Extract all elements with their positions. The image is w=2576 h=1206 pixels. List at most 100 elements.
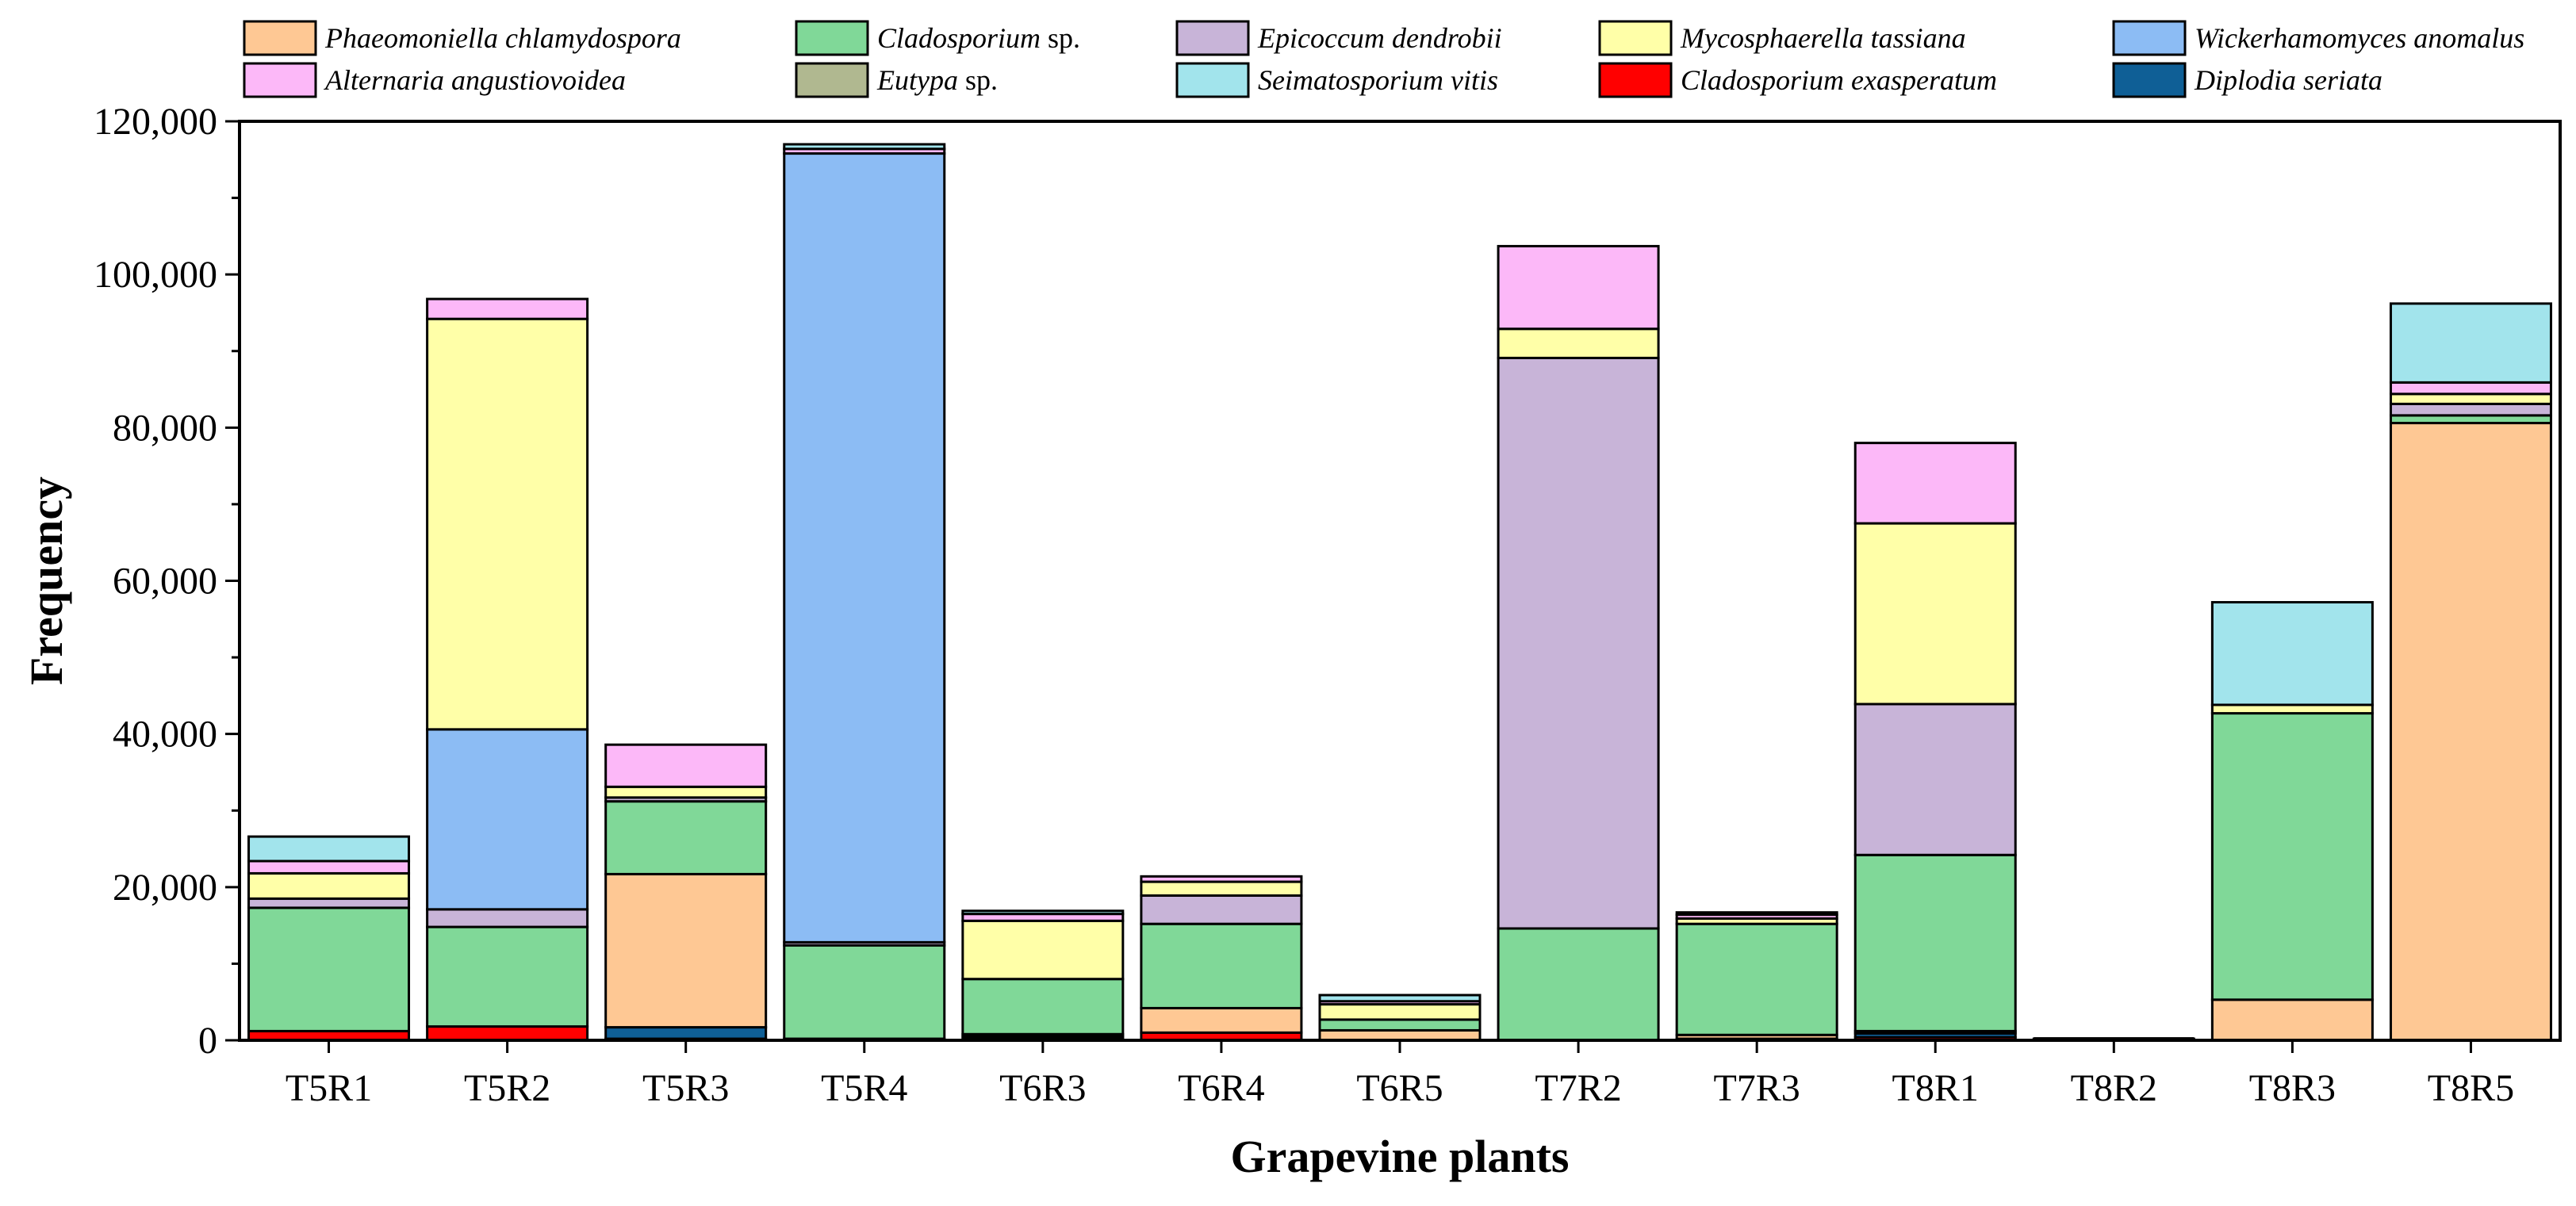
x-axis-title: Grapevine plants xyxy=(1231,1131,1570,1182)
x-tick-label-t5r1: T5R1 xyxy=(286,1067,372,1109)
legend-swatch-cladosporium-sp xyxy=(795,20,869,56)
bar-t5r2-alternaria-angustiovoidea xyxy=(426,297,589,320)
legend-item-alternaria-angustiovoidea: Alternaria angustiovoidea xyxy=(243,62,626,98)
bar-t6r4-epicoccum-dendrobii xyxy=(1140,894,1303,925)
legend: Phaeomoniella chlamydospora Cladosporium … xyxy=(243,20,2524,98)
x-tick-label-t6r5: T6R5 xyxy=(1356,1067,1443,1109)
bar-t8r1-alternaria-angustiovoidea xyxy=(1853,442,2017,525)
x-tick-label-t6r4: T6R4 xyxy=(1178,1067,1264,1109)
y-tick-label: 120,000 xyxy=(94,101,217,143)
bar-t8r1-mycosphaerella-tassiana xyxy=(1853,522,2017,706)
legend-label-mycosphaerella-tassiana: Mycosphaerella tassiana xyxy=(1680,22,1966,54)
bar-t5r1-cladosporium-sp xyxy=(247,906,411,1032)
legend-item-diplodia-seriata: Diplodia seriata xyxy=(2112,62,2382,98)
legend-label-diplodia-seriata: Diplodia seriata xyxy=(2194,64,2382,96)
legend-swatch-seimatosporium-vitis xyxy=(1175,62,1250,98)
bar-t7r2-epicoccum-dendrobii xyxy=(1497,356,1660,930)
bar-t5r2-cladosporium-sp xyxy=(426,925,589,1028)
legend-label-alternaria-angustiovoidea: Alternaria angustiovoidea xyxy=(324,64,626,96)
legend-swatch-mycosphaerella-tassiana xyxy=(1598,20,1673,56)
bar-baseline-t8r2 xyxy=(2034,1037,2195,1039)
x-tick-label-t5r3: T5R3 xyxy=(642,1067,729,1109)
bar-t6r4-alternaria-angustiovoidea xyxy=(1140,875,1303,883)
y-tick-label: 40,000 xyxy=(113,714,217,756)
bar-t6r4-phaeomoniella-chlamydospora xyxy=(1140,1006,1303,1034)
bar-t5r2-cladosporium-exasperatum xyxy=(426,1025,589,1042)
bar-t6r3-mycosphaerella-tassiana xyxy=(961,919,1125,981)
bar-t6r4-mycosphaerella-tassiana xyxy=(1140,880,1303,897)
bar-t6r3-cladosporium-sp xyxy=(961,978,1125,1036)
legend-item-wickerhamomyces-anomalus: Wickerhamomyces anomalus xyxy=(2112,20,2524,56)
x-tick-label-t8r1: T8R1 xyxy=(1892,1067,1979,1109)
legend-swatch-eutypa-sp xyxy=(795,62,869,98)
y-tick-label: 60,000 xyxy=(113,561,217,603)
legend-label-phaeomoniella-chlamydospora: Phaeomoniella chlamydospora xyxy=(324,22,681,54)
y-axis: 0 20,000 40,000 60,000 80,000 100,000 120,000 xyxy=(94,101,240,1062)
x-tick-label-t8r3: T8R3 xyxy=(2249,1067,2336,1109)
legend-swatch-phaeomoniella-chlamydospora xyxy=(243,20,317,56)
bar-t5r1-epicoccum-dendrobii xyxy=(247,897,411,909)
x-tick-label-t5r4: T5R4 xyxy=(821,1067,907,1109)
bar-t5r4-cladosporium-sp xyxy=(783,944,946,1040)
bar-t8r3-seimatosporium-vitis xyxy=(2210,601,2374,706)
bars-group xyxy=(247,143,2552,1042)
x-tick-label-t7r2: T7R2 xyxy=(1535,1067,1621,1109)
legend-label-wickerhamomyces-anomalus: Wickerhamomyces anomalus xyxy=(2195,22,2524,54)
bar-t5r4-seimatosporium-vitis xyxy=(783,143,946,151)
x-tick-label-t5r2: T5R2 xyxy=(464,1067,550,1109)
bar-t5r2-mycosphaerella-tassiana xyxy=(426,317,589,731)
bar-t5r3-diplodia-seriata xyxy=(604,1026,768,1040)
bar-t8r5-seimatosporium-vitis xyxy=(2389,302,2552,384)
legend-label-cladosporium-exasperatum: Cladosporium exasperatum xyxy=(1681,64,1997,96)
bar-t5r2-epicoccum-dendrobii xyxy=(426,908,589,928)
legend-label-eutypa-sp: Eutypa sp. xyxy=(876,64,998,96)
bar-t6r5-mycosphaerella-tassiana xyxy=(1318,1003,1482,1021)
legend-item-epicoccum-dendrobii: Epicoccum dendrobii xyxy=(1175,20,1502,56)
bar-t5r1-seimatosporium-vitis xyxy=(247,835,411,863)
bar-t5r3-phaeomoniella-chlamydospora xyxy=(604,872,768,1029)
bar-t7r3-seimatosporium-vitis xyxy=(1675,911,1838,917)
x-tick-label-t8r5: T8R5 xyxy=(2428,1067,2514,1109)
bar-t8r3-phaeomoniella-chlamydospora xyxy=(2210,998,2374,1042)
legend-label-cladosporium-sp: Cladosporium sp. xyxy=(877,22,1080,54)
legend-item-cladosporium-sp: Cladosporium sp. xyxy=(795,20,1080,56)
y-tick-label: 20,000 xyxy=(113,867,217,909)
legend-swatch-wickerhamomyces-anomalus xyxy=(2112,20,2187,56)
bar-t5r4-wickerhamomyces-anomalus xyxy=(783,152,946,944)
bar-t6r5-cladosporium-sp xyxy=(1318,1018,1482,1032)
x-tick-label-t8r2: T8R2 xyxy=(2071,1067,2157,1109)
bar-t5r2-wickerhamomyces-anomalus xyxy=(426,728,589,911)
bar-t8r5-alternaria-angustiovoidea xyxy=(2389,381,2552,396)
legend-item-cladosporium-exasperatum: Cladosporium exasperatum xyxy=(1598,62,1997,98)
bar-t8r1-cladosporium-sp xyxy=(1853,853,2017,1032)
bar-t8r5-epicoccum-dendrobii xyxy=(2389,402,2552,417)
bar-t8r3-cladosporium-sp xyxy=(2210,712,2374,1001)
bar-t7r2-alternaria-angustiovoidea xyxy=(1497,244,1660,331)
x-tick-label-t7r3: T7R3 xyxy=(1713,1067,1800,1109)
y-axis-title: Frequency xyxy=(21,477,72,685)
bar-t5r1-mycosphaerella-tassiana xyxy=(247,871,411,900)
bar-t8r5-mycosphaerella-tassiana xyxy=(2389,392,2552,405)
bar-t7r2-cladosporium-sp xyxy=(1497,927,1660,1042)
bar-t6r5-seimatosporium-vitis xyxy=(1318,994,1482,1003)
bar-t7r3-cladosporium-sp xyxy=(1675,922,1838,1036)
legend-item-eutypa-sp: Eutypa sp. xyxy=(795,62,998,98)
bar-t8r5-phaeomoniella-chlamydospora xyxy=(2389,422,2552,1042)
bar-t5r1-alternaria-angustiovoidea xyxy=(247,860,411,875)
legend-item-seimatosporium-vitis: Seimatosporium vitis xyxy=(1175,62,1498,98)
x-tick-label-t6r3: T6R3 xyxy=(999,1067,1086,1109)
legend-swatch-epicoccum-dendrobii xyxy=(1175,20,1250,56)
bar-t7r2-mycosphaerella-tassiana xyxy=(1497,327,1660,359)
x-axis: T5R1 T5R2 T5R3 T5R4 T6R3 T6R4 T6R5 T7R2 T7R3 T8R1… xyxy=(286,1040,2514,1109)
plot-frame xyxy=(238,120,2562,1042)
bar-t6r3-seimatosporium-vitis xyxy=(961,909,1125,916)
bar-t6r4-cladosporium-sp xyxy=(1140,922,1303,1009)
bar-t5r3-cladosporium-sp xyxy=(604,800,768,875)
legend-swatch-diplodia-seriata xyxy=(2112,62,2187,98)
legend-item-mycosphaerella-tassiana: Mycosphaerella tassiana xyxy=(1598,20,1966,56)
bar-t5r3-alternaria-angustiovoidea xyxy=(604,743,768,788)
bar-t5r3-mycosphaerella-tassiana xyxy=(604,785,768,799)
legend-item-phaeomoniella-chlamydospora: Phaeomoniella chlamydospora xyxy=(243,20,681,56)
